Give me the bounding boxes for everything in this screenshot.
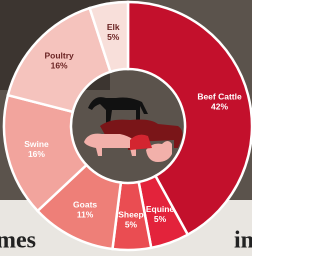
slice-value-label: 16% <box>51 61 68 71</box>
background-text: in <box>234 228 252 254</box>
slice-value-label: 5% <box>154 214 167 224</box>
slice-label: Goats <box>73 199 97 209</box>
chart: mes in Beef Cattle42%Equine5%Sheep5%Goat… <box>0 0 252 256</box>
slice-value-label: 5% <box>107 32 120 42</box>
slice-label: Beef Cattle <box>197 92 242 102</box>
slice-value-label: 16% <box>28 149 45 159</box>
slice-label: Equine <box>146 204 175 214</box>
slice-label: Swine <box>24 139 49 149</box>
slice-value-label: 42% <box>211 102 228 112</box>
slice-value-label: 5% <box>125 220 138 230</box>
slice-label: Sheep <box>118 210 144 220</box>
slice-value-label: 11% <box>77 209 94 219</box>
slice-label: Elk <box>107 22 120 32</box>
slice-label: Poultry <box>44 51 74 61</box>
background-text: mes <box>0 228 36 254</box>
